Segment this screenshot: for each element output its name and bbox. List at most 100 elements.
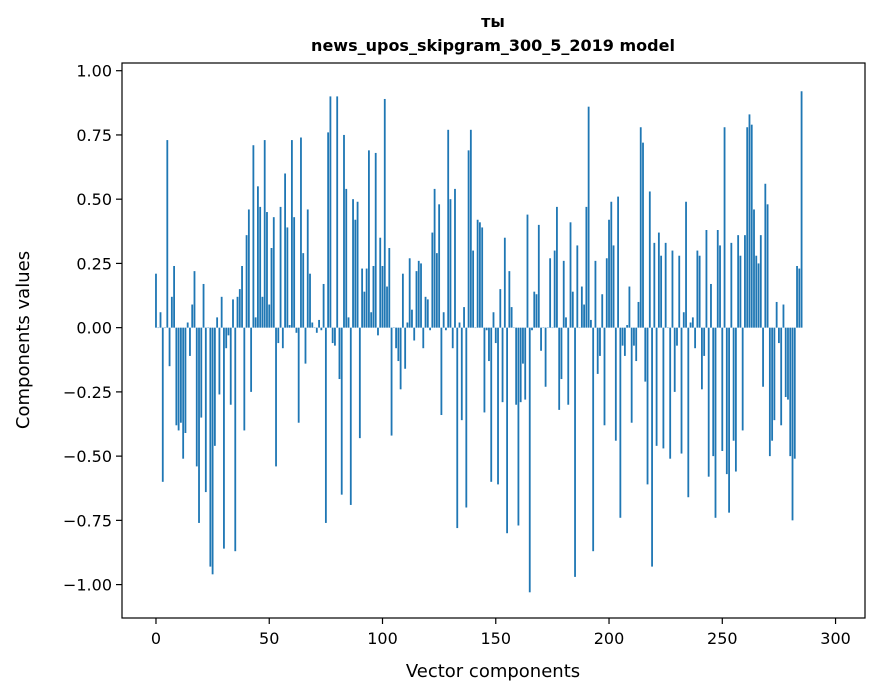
- bar: [562, 260, 565, 328]
- bar: [177, 327, 180, 431]
- bar: [159, 312, 162, 328]
- bar: [279, 206, 282, 328]
- bar: [447, 129, 450, 328]
- bar: [590, 319, 592, 328]
- x-tick-label: 200: [594, 629, 625, 648]
- bar: [284, 173, 286, 328]
- bar: [426, 299, 429, 328]
- bar: [309, 273, 311, 328]
- bar: [343, 134, 345, 328]
- bar: [655, 327, 658, 446]
- bar: [345, 188, 348, 328]
- bar: [277, 327, 280, 344]
- bar: [451, 327, 454, 349]
- bar: [268, 304, 271, 328]
- chart-subtitle: news_upos_skipgram_300_5_2019 model: [311, 36, 675, 55]
- bar: [435, 253, 438, 328]
- bar: [383, 98, 386, 328]
- bar: [304, 327, 307, 364]
- bar: [612, 245, 615, 328]
- bar: [499, 289, 502, 328]
- bar: [290, 140, 293, 328]
- bar: [610, 201, 613, 328]
- bar: [241, 265, 243, 328]
- bar: [388, 248, 391, 328]
- bar: [186, 322, 189, 328]
- bar: [784, 327, 787, 398]
- bar: [646, 327, 649, 485]
- bar: [472, 250, 475, 328]
- bar: [422, 327, 425, 349]
- bar: [710, 283, 712, 328]
- bar: [594, 260, 597, 328]
- bar: [469, 129, 472, 328]
- bar: [372, 265, 375, 328]
- bar: [768, 327, 771, 457]
- bar: [433, 188, 436, 328]
- bar: [780, 327, 783, 426]
- bar: [173, 265, 175, 328]
- bar: [329, 96, 332, 328]
- bar: [744, 235, 746, 328]
- bar: [440, 327, 443, 416]
- bar: [297, 327, 300, 423]
- bar: [254, 317, 257, 328]
- bar: [574, 327, 576, 577]
- bar: [485, 327, 488, 331]
- bar: [682, 312, 685, 328]
- bar: [300, 137, 302, 328]
- bar: [243, 327, 246, 431]
- x-axis-label: Vector components: [406, 661, 580, 682]
- bar: [363, 291, 366, 328]
- y-tick-label: 1.00: [76, 62, 112, 81]
- bar: [438, 204, 441, 328]
- y-tick-label: 0.75: [76, 126, 112, 145]
- bar: [263, 140, 266, 328]
- bar: [458, 322, 461, 328]
- bar: [481, 227, 484, 328]
- bar: [395, 327, 397, 349]
- bar: [368, 150, 370, 328]
- y-tick-label: −0.25: [63, 383, 112, 402]
- bar: [352, 199, 354, 328]
- bar: [492, 312, 495, 328]
- bar: [463, 307, 465, 328]
- bar: [533, 291, 536, 328]
- bar: [397, 327, 400, 362]
- bar: [161, 327, 164, 482]
- bar: [449, 199, 452, 328]
- bar: [723, 127, 726, 328]
- bar: [623, 327, 626, 356]
- bar: [567, 327, 570, 405]
- bar: [728, 327, 730, 513]
- bar: [411, 309, 413, 328]
- bar: [746, 127, 749, 328]
- bar: [592, 327, 595, 552]
- bar: [651, 327, 653, 567]
- bar: [204, 327, 207, 493]
- bar: [331, 327, 334, 344]
- bar: [741, 327, 744, 431]
- y-tick-label: 0.25: [76, 254, 112, 273]
- bar: [338, 327, 341, 380]
- bar: [211, 327, 214, 575]
- bar: [229, 327, 232, 405]
- bar: [750, 124, 753, 328]
- bar: [306, 209, 309, 328]
- bar: [540, 327, 542, 351]
- bar: [800, 91, 803, 328]
- bar: [639, 127, 642, 328]
- bar: [257, 186, 259, 328]
- bar: [191, 304, 194, 328]
- x-tick-label: 300: [820, 629, 851, 648]
- bar: [508, 271, 511, 328]
- bar: [755, 255, 758, 328]
- y-axis-ticks: 1.00 0.75 0.50 0.25 0.00 −0.25 −0.50 −0.75 −1.00: [63, 62, 122, 595]
- bar: [653, 242, 656, 328]
- bar: [288, 325, 291, 328]
- bar: [657, 232, 660, 328]
- bar: [576, 245, 579, 328]
- bar: [322, 283, 325, 328]
- bar: [293, 217, 296, 328]
